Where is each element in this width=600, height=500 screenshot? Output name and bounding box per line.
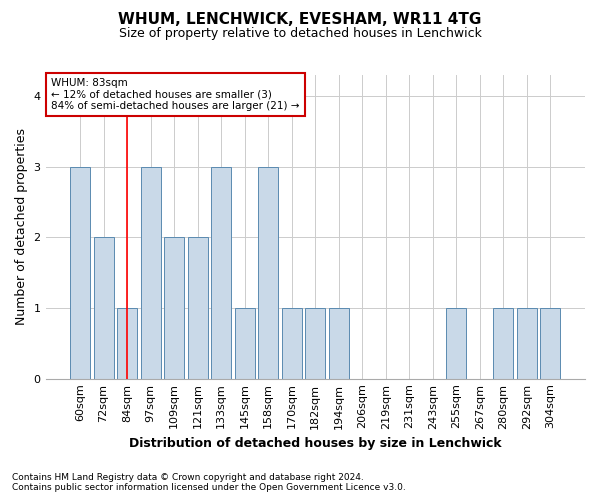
Bar (541, 308, 560, 378)
Bar (282, 308, 302, 378)
Bar (235, 308, 255, 378)
Bar (446, 308, 466, 378)
Y-axis label: Number of detached properties: Number of detached properties (15, 128, 28, 326)
Bar (258, 167, 278, 378)
Text: Contains public sector information licensed under the Open Government Licence v3: Contains public sector information licen… (12, 484, 406, 492)
Bar (329, 308, 349, 378)
Bar (188, 238, 208, 378)
Bar (140, 167, 161, 378)
Bar (493, 308, 514, 378)
Text: WHUM, LENCHWICK, EVESHAM, WR11 4TG: WHUM, LENCHWICK, EVESHAM, WR11 4TG (118, 12, 482, 28)
Bar (70, 167, 90, 378)
Bar (94, 238, 113, 378)
Text: WHUM: 83sqm
← 12% of detached houses are smaller (3)
84% of semi-detached houses: WHUM: 83sqm ← 12% of detached houses are… (51, 78, 299, 111)
Bar (211, 167, 231, 378)
Bar (117, 308, 137, 378)
Bar (305, 308, 325, 378)
Text: Size of property relative to detached houses in Lenchwick: Size of property relative to detached ho… (119, 28, 481, 40)
Bar (164, 238, 184, 378)
Bar (517, 308, 537, 378)
X-axis label: Distribution of detached houses by size in Lenchwick: Distribution of detached houses by size … (129, 437, 502, 450)
Text: Contains HM Land Registry data © Crown copyright and database right 2024.: Contains HM Land Registry data © Crown c… (12, 474, 364, 482)
